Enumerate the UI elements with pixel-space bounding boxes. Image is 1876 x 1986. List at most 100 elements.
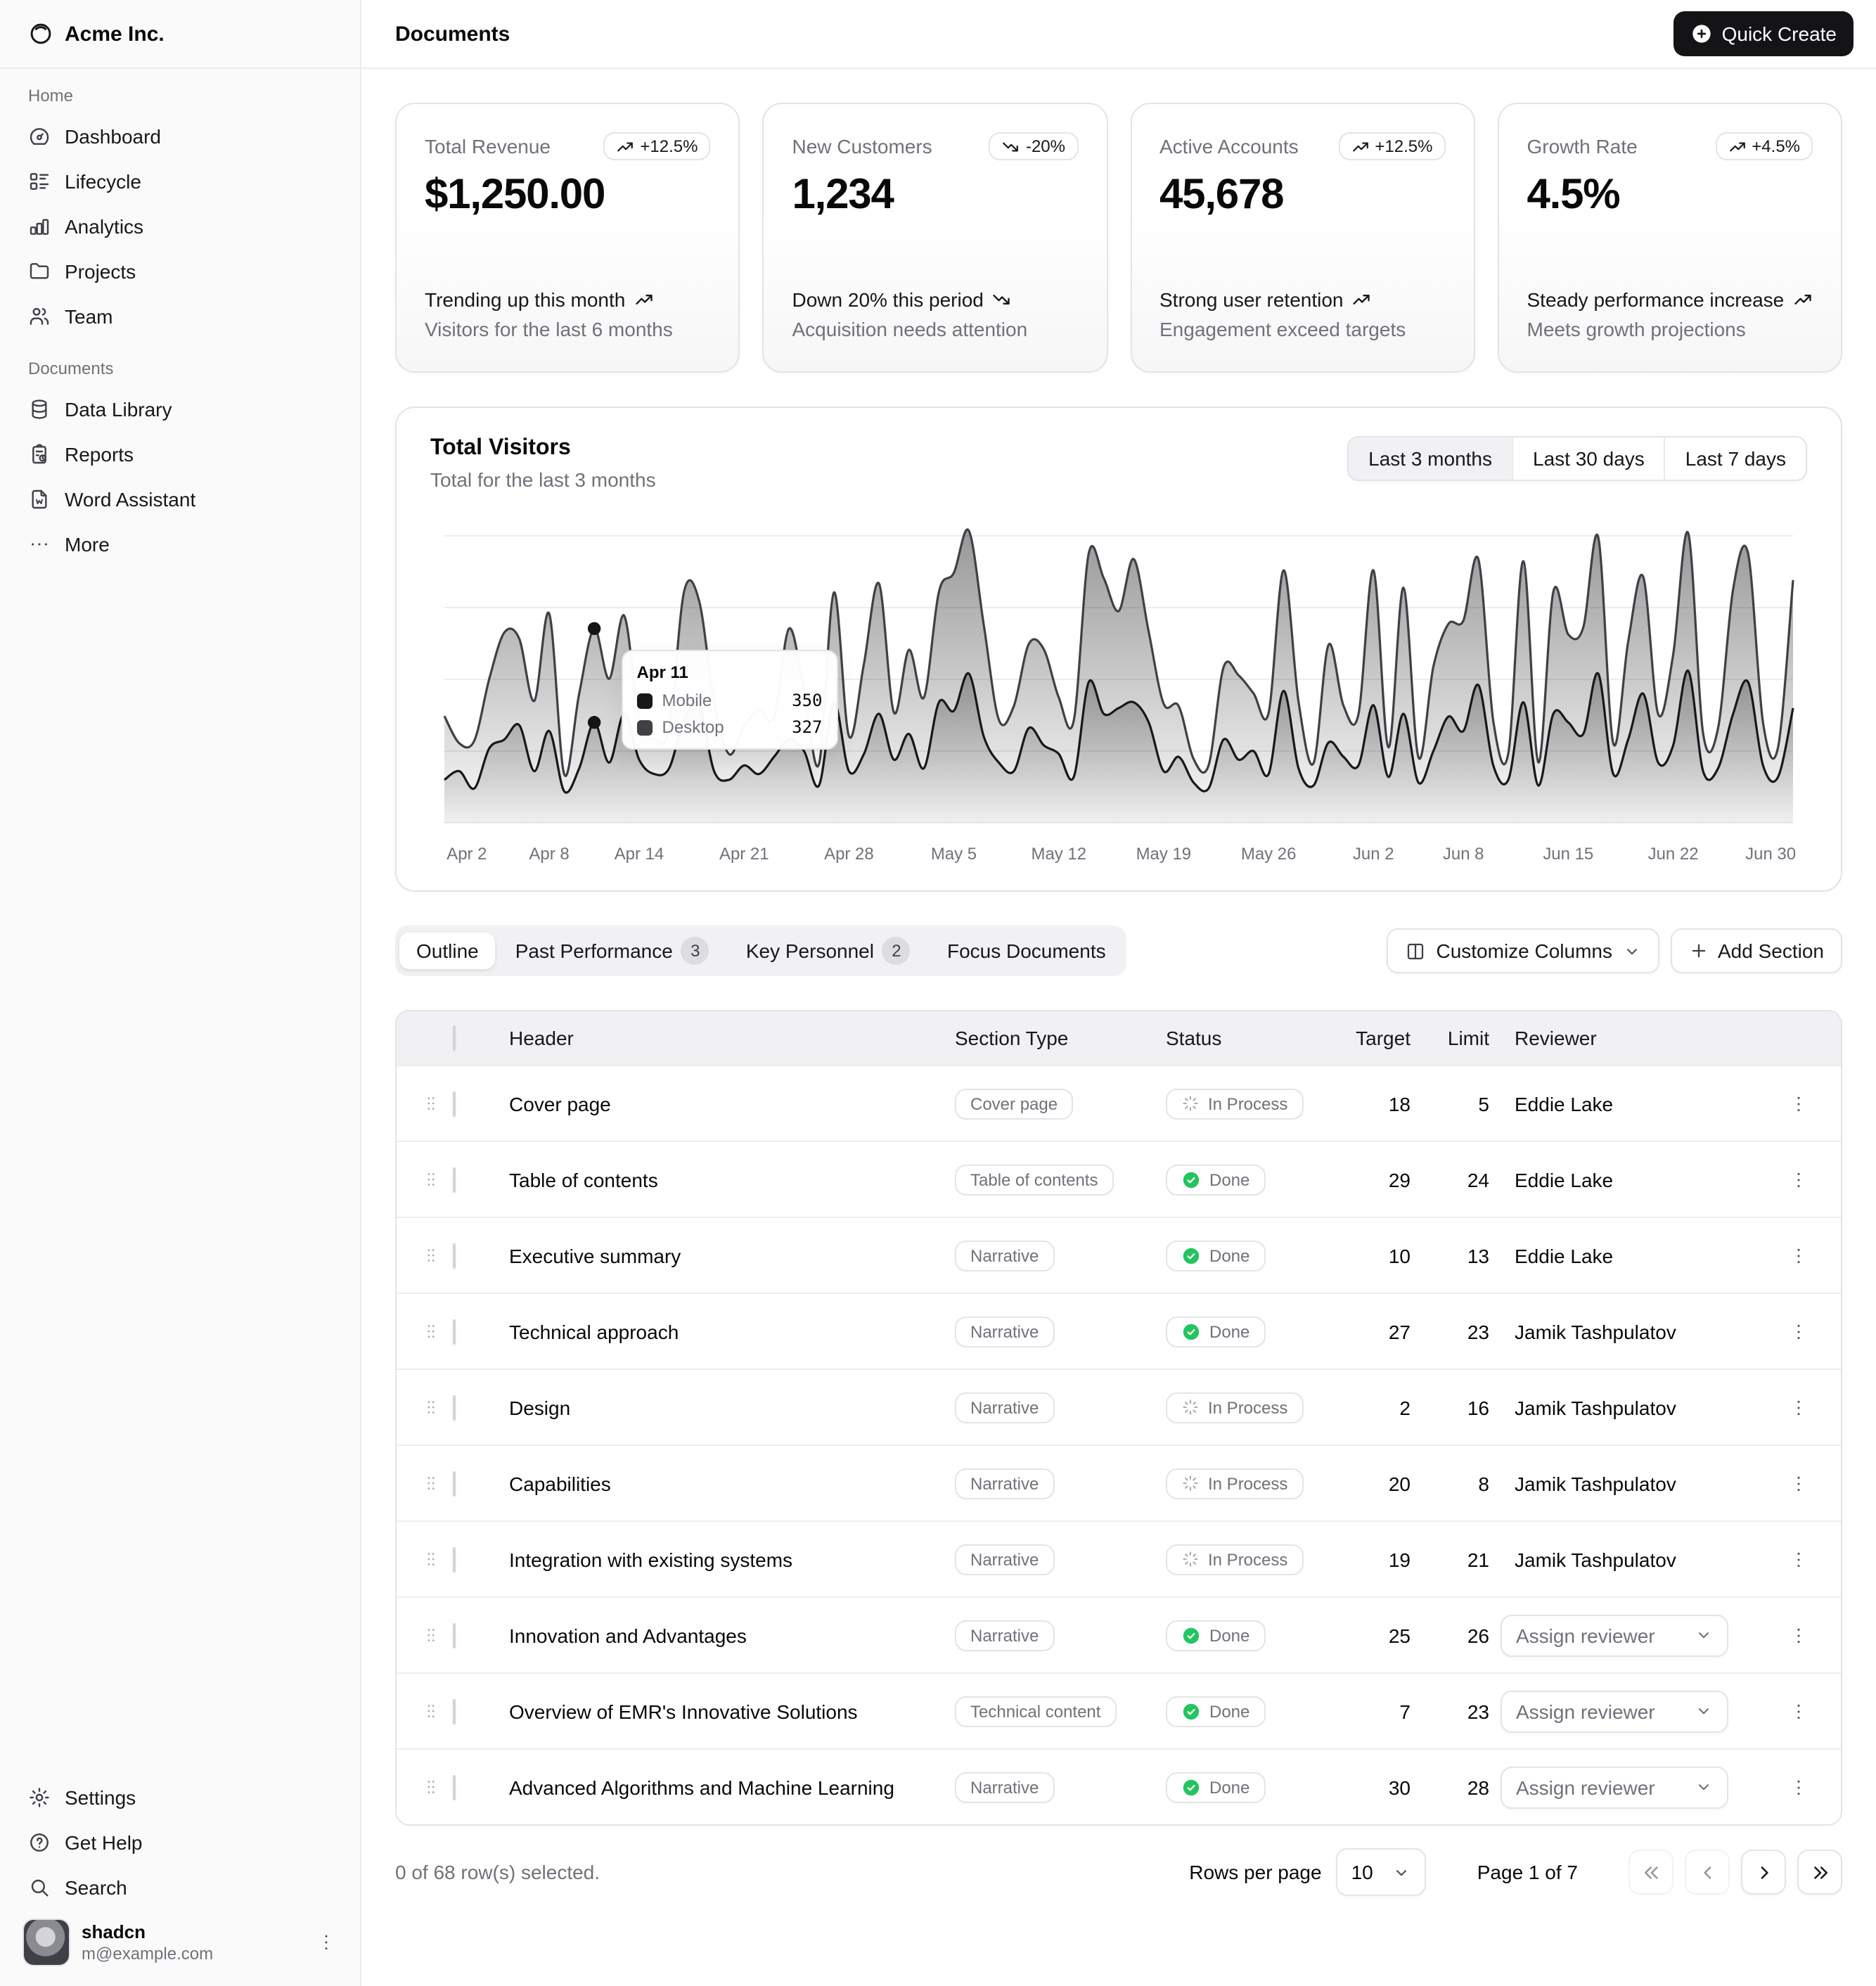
stat-footer-title: Steady performance increase [1527,287,1813,314]
stat-cards: Total Revenue +12.5% $1,250.00 Trending … [395,103,1842,373]
row-menu-button[interactable] [1779,1767,1818,1807]
drag-handle[interactable] [408,1776,453,1798]
sidebar-item-dashboard[interactable]: Dashboard [11,114,349,159]
row-checkbox[interactable] [453,1471,456,1496]
sidebar-nav: Home Dashboard Lifecycle Analytics Projects T… [0,69,360,570]
sidebar-item-team[interactable]: Team [11,294,349,339]
loader-icon [1183,1096,1198,1111]
drag-handle[interactable] [408,1321,453,1342]
sidebar-item-analytics[interactable]: Analytics [11,204,349,249]
row-menu-button[interactable] [1779,1463,1818,1503]
range-option-last-3-months[interactable]: Last 3 months [1349,437,1512,480]
row-checkbox[interactable] [453,1395,456,1420]
tab-key-personnel[interactable]: Key Personnel 2 [729,930,927,972]
next-page-button[interactable] [1741,1850,1786,1895]
assign-reviewer-select[interactable]: Assign reviewer [1501,1614,1728,1656]
folder-icon [30,263,49,279]
row-menu-button[interactable] [1779,1236,1818,1275]
row-menu-button[interactable] [1779,1615,1818,1655]
tab-focus-documents[interactable]: Focus Documents [930,933,1123,969]
sidebar-item-label: Lifecycle [65,170,141,193]
row-menu-button[interactable] [1779,1691,1818,1731]
customize-columns-button[interactable]: Customize Columns [1387,928,1659,973]
sidebar-item-label: Word Assistant [65,488,196,511]
rows-per-page-select[interactable]: 10 [1335,1848,1427,1896]
sidebar-item-search[interactable]: Search [11,1865,349,1910]
svg-text:Apr 21: Apr 21 [719,845,769,864]
sidebar-item-label: Dashboard [65,125,161,148]
row-menu-button[interactable] [1779,1388,1818,1427]
row-menu-button[interactable] [1779,1539,1818,1579]
svg-text:May 5: May 5 [931,845,977,864]
drag-handle[interactable] [408,1549,453,1570]
user-menu-dots [315,1931,338,1954]
chevron-left-icon [1703,1866,1711,1878]
chart-title: Total Visitors [430,436,571,460]
assign-reviewer-select[interactable]: Assign reviewer [1501,1690,1728,1732]
range-option-last-30-days[interactable]: Last 30 days [1512,437,1664,480]
section-type-badge: Table of contents [955,1164,1114,1195]
sidebar-item-settings[interactable]: Settings [11,1775,349,1820]
sidebar-item-get-help[interactable]: Get Help [11,1820,349,1865]
previous-page-button[interactable] [1685,1850,1730,1895]
dots-vertical-icon [1797,1399,1800,1415]
row-checkbox[interactable] [453,1091,456,1116]
sidebar-item-word-assistant[interactable]: Word Assistant [11,477,349,522]
col-reviewer: Reviewer [1515,1027,1597,1049]
row-target: 30 [1388,1776,1411,1798]
add-section-label: Add Section [1718,940,1824,962]
row-checkbox[interactable] [453,1774,456,1800]
row-checkbox[interactable] [453,1243,456,1268]
sidebar-item-data-library[interactable]: Data Library [11,387,349,432]
row-checkbox[interactable] [453,1622,456,1648]
table-row: Technical approach Narrative Done 27 23 … [397,1293,1841,1369]
visitors-area-chart[interactable]: Apr 2 Apr 8 Apr 14 Apr 21 Apr 28 May 5 May 12 M… [430,516,1807,871]
assign-reviewer-label: Assign reviewer [1516,1776,1655,1798]
section-type-badge: Cover page [955,1088,1074,1119]
sidebar-item-label: More [65,533,110,556]
row-checkbox[interactable] [453,1319,456,1344]
quick-create-button[interactable]: Quick Create [1673,11,1853,56]
brand[interactable]: Acme Inc. [0,0,360,69]
range-option-last-7-days[interactable]: Last 7 days [1664,437,1806,480]
row-menu-button[interactable] [1779,1084,1818,1123]
row-checkbox[interactable] [453,1546,456,1572]
row-menu-button[interactable] [1779,1160,1818,1199]
last-page-button[interactable] [1797,1850,1842,1895]
add-section-button[interactable]: Add Section [1670,928,1842,973]
assign-reviewer-select[interactable]: Assign reviewer [1501,1766,1728,1808]
drag-handle[interactable] [408,1625,453,1646]
svg-text:Jun 22: Jun 22 [1648,845,1699,864]
row-limit: 16 [1467,1396,1489,1418]
sidebar-item-reports[interactable]: Reports [11,432,349,477]
sidebar-item-lifecycle[interactable]: Lifecycle [11,159,349,204]
drag-handle[interactable] [408,1397,453,1418]
row-checkbox[interactable] [453,1698,456,1724]
sidebar-item-projects[interactable]: Projects [11,249,349,294]
row-checkbox[interactable] [453,1167,456,1192]
page-indicator: Page 1 of 7 [1477,1861,1578,1883]
drag-handle[interactable] [408,1093,453,1114]
drag-handle[interactable] [408,1473,453,1494]
tab-label: Key Personnel [745,940,874,962]
tab-outline[interactable]: Outline [399,933,496,969]
select-all-checkbox[interactable] [453,1025,456,1051]
user-menu[interactable]: shadcn m@example.com [11,1910,349,1975]
status-label: Done [1209,1625,1250,1645]
main-content: Documents Quick Create Total Revenue +12… [360,0,1876,1986]
drag-handle[interactable] [408,1169,453,1190]
stat-footer-desc: Engagement exceed targets [1159,318,1406,340]
first-page-button[interactable] [1628,1850,1673,1895]
stat-label: Growth Rate [1527,135,1638,158]
grip-vertical-icon [427,1249,434,1262]
circle-plus-filled-icon [1692,25,1711,43]
tab-past-performance[interactable]: Past Performance 3 [499,930,726,972]
row-menu-button[interactable] [1779,1312,1818,1351]
sidebar-item-more[interactable]: More [11,522,349,567]
chart-area: Apr 2 Apr 8 Apr 14 Apr 21 Apr 28 May 5 May 12 M… [430,516,1807,871]
row-header: Capabilities [509,1472,611,1494]
circle-check-filled-icon [1183,1323,1200,1340]
user-email: m@example.com [82,1943,214,1963]
drag-handle[interactable] [408,1245,453,1266]
drag-handle[interactable] [408,1700,453,1722]
